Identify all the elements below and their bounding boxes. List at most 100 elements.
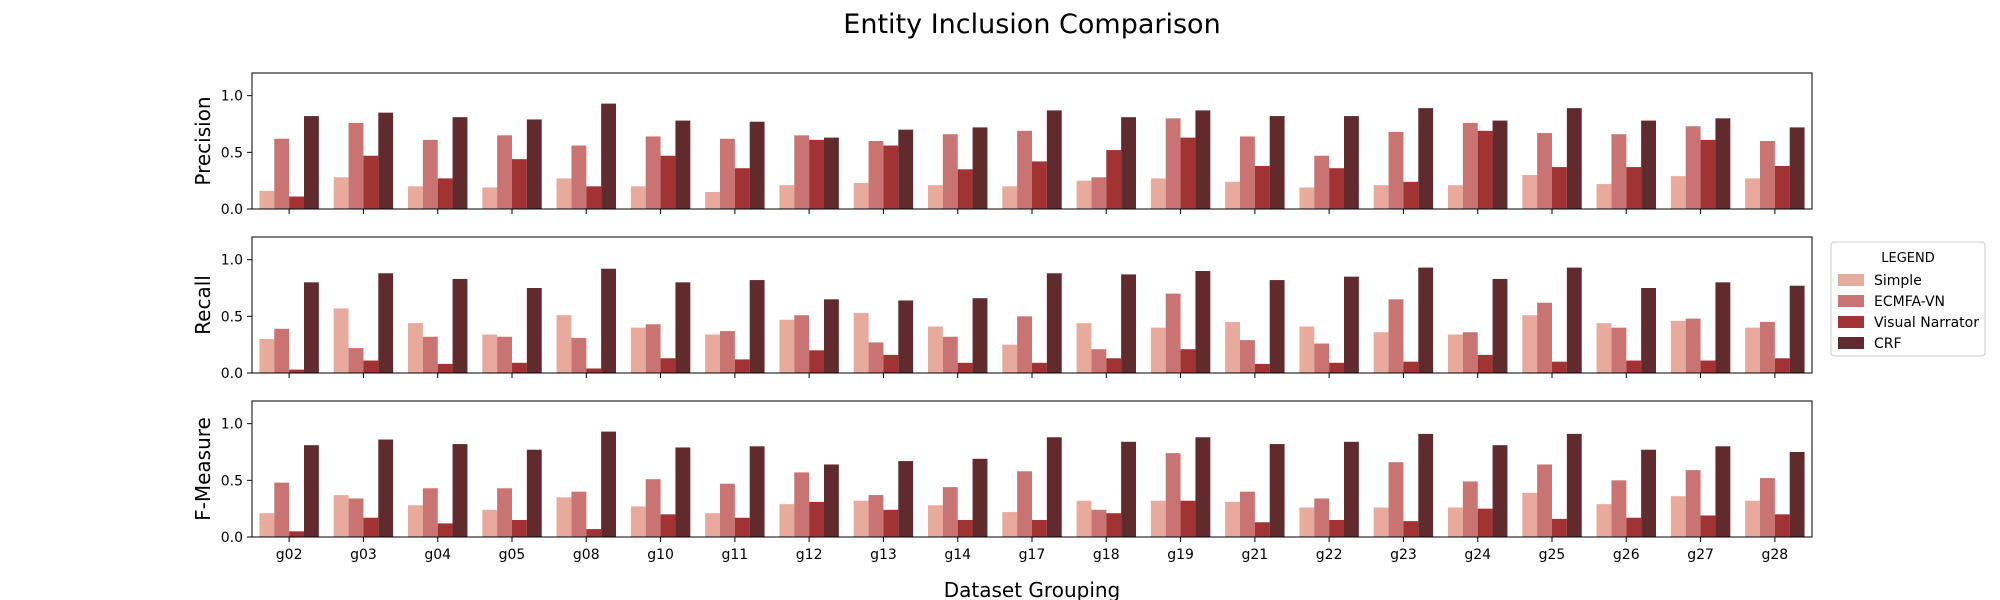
bar-recall-g22-simple [1299,326,1315,373]
legend-label-visual-narrator: Visual Narrator [1874,315,1979,331]
bar-f-measure-g21-crf [1269,444,1285,537]
bar-f-measure-g03-ecmfa-vn [348,498,364,537]
y-tick-label: 0.0 [221,530,243,546]
x-tick-label-g27: g27 [1687,547,1714,563]
bar-recall-g13-crf [898,300,914,373]
bar-f-measure-g12-simple [779,504,795,537]
bar-precision-g08-simple [556,178,572,209]
bar-f-measure-g28-visual-narrator [1774,514,1790,537]
x-tick-label-g23: g23 [1390,547,1417,563]
bar-f-measure-g04-crf [452,444,468,537]
bar-recall-g21-simple [1225,322,1240,373]
bar-recall-g03-crf [378,273,394,373]
bar-precision-g02-crf [304,116,319,209]
bar-precision-g22-ecmfa-vn [1314,155,1330,209]
bar-recall-g18-visual-narrator [1106,358,1122,373]
bar-recall-g25-ecmfa-vn [1537,302,1552,373]
bar-precision-g12-simple [779,185,795,209]
bar-precision-g18-ecmfa-vn [1091,177,1107,209]
bar-f-measure-g03-visual-narrator [363,517,379,537]
bar-f-measure-g24-visual-narrator [1477,508,1493,537]
bar-precision-g23-ecmfa-vn [1388,131,1404,209]
bar-precision-g19-simple [1150,178,1166,209]
bar-f-measure-g19-ecmfa-vn [1165,453,1181,537]
bar-recall-g26-visual-narrator [1626,360,1642,373]
bar-recall-g02-visual-narrator [289,369,304,373]
x-tick-label-g24: g24 [1464,547,1491,563]
bar-precision-g14-simple [928,185,943,209]
bar-recall-g05-visual-narrator [512,362,527,373]
bar-f-measure-g02-crf [304,445,319,537]
bar-precision-g11-crf [749,121,765,209]
bar-recall-g05-ecmfa-vn [497,336,512,373]
bar-precision-g18-crf [1121,117,1136,209]
bar-f-measure-g04-ecmfa-vn [422,488,438,537]
bar-precision-g13-ecmfa-vn [868,141,884,209]
bar-f-measure-g12-crf [824,464,839,537]
bar-recall-g10-ecmfa-vn [645,324,661,373]
x-tick-label-g05: g05 [499,547,526,563]
bar-precision-g17-ecmfa-vn [1017,130,1032,209]
bar-precision-g02-ecmfa-vn [274,138,290,209]
panel-f-measure: 0.0 0.5 1.0 g02 g03 g04 g05 g08 g10 g11 g12 g13 g14 g… [191,400,1813,563]
x-tick-label-g18: g18 [1093,547,1120,563]
x-tick-label-g04: g04 [424,547,451,563]
bar-f-measure-g21-ecmfa-vn [1240,491,1255,537]
bar-f-measure-g02-visual-narrator [289,531,304,537]
bar-f-measure-g08-visual-narrator [586,529,602,537]
bar-precision-g03-ecmfa-vn [348,122,364,209]
bar-f-measure-g26-simple [1596,504,1612,537]
bar-precision-g03-simple [333,177,349,209]
bar-precision-g27-crf [1715,118,1731,209]
bar-precision-g19-crf [1195,110,1211,209]
bar-f-measure-g17-ecmfa-vn [1017,471,1032,537]
bar-f-measure-g23-visual-narrator [1403,521,1419,537]
bar-f-measure-g11-simple [705,513,720,537]
bar-precision-g02-simple [259,190,275,209]
bar-precision-g28-simple [1745,178,1760,209]
bar-recall-g11-crf [749,280,765,373]
bar-precision-g24-ecmfa-vn [1462,122,1478,209]
bar-recall-g26-simple [1596,323,1612,373]
bar-precision-g28-crf [1789,127,1805,209]
bar-f-measure-g26-crf [1641,449,1656,537]
bar-precision-g04-visual-narrator [437,178,453,209]
bar-f-measure-g22-simple [1299,507,1315,537]
bar-recall-g27-simple [1670,320,1686,373]
bar-recall-g25-visual-narrator [1552,361,1567,373]
bar-recall-g17-crf [1046,273,1062,373]
bar-recall-g18-crf [1121,274,1136,373]
bar-recall-g22-visual-narrator [1329,362,1344,373]
bar-precision-g02-visual-narrator [289,196,304,209]
bar-precision-g04-simple [408,186,423,209]
bar-precision-g19-visual-narrator [1180,137,1196,209]
bar-f-measure-g03-simple [333,495,349,537]
y-tick-label: 1.0 [221,89,243,105]
bar-f-measure-g13-simple [853,500,869,537]
bar-recall-g19-visual-narrator [1180,349,1196,373]
bar-precision-g27-simple [1670,176,1686,209]
bar-f-measure-g11-crf [749,446,765,537]
bar-f-measure-g10-ecmfa-vn [645,479,661,537]
bar-f-measure-g28-ecmfa-vn [1760,478,1775,537]
legend-swatch-ecmfa-vn [1838,295,1864,307]
legend-label-ecmfa-vn: ECMFA-VN [1874,294,1945,310]
y-axis-label-precision: Precision [191,96,215,185]
bar-recall-g11-visual-narrator [734,359,750,373]
legend-swatch-crf [1838,337,1864,349]
legend-label-simple: Simple [1874,273,1922,289]
bar-recall-g10-simple [630,327,646,373]
y-tick-label: 0.5 [221,145,243,161]
bar-precision-g05-ecmfa-vn [497,135,512,209]
bar-recall-g14-ecmfa-vn [942,336,958,373]
panel-recall: 0.0 0.5 1.0 Recall [191,236,1813,382]
bar-precision-g19-ecmfa-vn [1165,118,1181,209]
bar-f-measure-g25-simple [1522,492,1538,537]
bar-f-measure-g14-simple [928,505,943,537]
legend-swatch-simple [1838,274,1864,286]
bar-f-measure-g21-visual-narrator [1254,522,1270,537]
bar-recall-g04-ecmfa-vn [422,336,438,373]
bar-f-measure-g10-simple [630,506,646,537]
bar-f-measure-g04-simple [408,505,423,537]
